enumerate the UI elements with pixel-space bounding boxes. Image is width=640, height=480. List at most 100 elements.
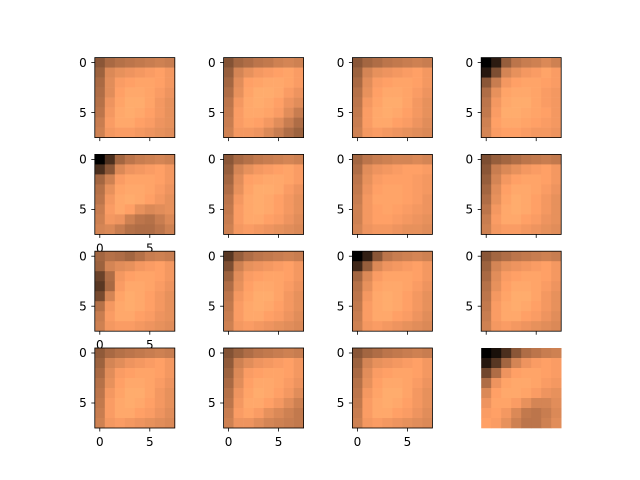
heatmap-cell [273,97,284,108]
heatmap-cell [412,97,423,108]
heatmap-cell [521,117,532,128]
heatmap-cell [233,348,244,359]
heatmap-cell [392,67,403,78]
heatmap-cell [372,97,383,108]
heatmap-cell [263,87,274,98]
heatmap-cell [422,154,433,165]
heatmap-cell [491,127,502,138]
heatmap-cell [501,194,512,205]
heatmap-cell [253,408,264,419]
heatmap-cell [104,271,116,282]
heatmap-cell [233,251,244,262]
heatmap-cell [154,107,166,118]
heatmap-cell [94,97,106,108]
heatmap-cell [223,398,234,409]
heatmap-cell [402,281,413,292]
heatmap-cell [134,348,146,359]
heatmap-cell [134,398,146,409]
heatmap-cell [223,408,234,419]
heatmap-cell [243,174,254,185]
heatmap-cell [94,311,106,322]
heatmap-cell [94,194,106,205]
heatmap-cell [243,57,254,68]
heatmap-cell [372,174,383,185]
axes-frame [223,250,305,332]
heatmap-cell [273,224,284,235]
heatmap-cell [511,97,522,108]
heatmap-cell [491,321,502,332]
heatmap-cell [481,117,492,128]
heatmap-cell [412,388,423,399]
heatmap-cell [511,368,522,379]
heatmap-cell [134,321,146,332]
heatmap-cell [114,368,126,379]
heatmap-cell [382,224,393,235]
heatmap-cell [124,117,136,128]
heatmap-cell [481,174,492,185]
heatmap-cell [481,418,492,429]
heatmap-cell [392,194,403,205]
heatmap-cell [382,418,393,429]
heatmap-cell [352,261,363,272]
heatmap-cell [124,291,136,302]
heatmap-cell [372,251,383,262]
heatmap-cell [164,117,176,128]
heatmap-cell [392,418,403,429]
heatmap-cell [531,378,542,389]
heatmap-cell [283,418,294,429]
heatmap-cell [551,398,562,409]
heatmap-cell [124,398,136,409]
heatmap-cell [382,184,393,195]
heatmap-cell [422,57,433,68]
x-tick-label: 0 [96,241,104,255]
heatmap-cell [253,127,264,138]
heatmap-cell [164,214,176,225]
heatmap-cell [233,398,244,409]
heatmap-cell [491,154,502,165]
x-tick-label: 0 [96,338,104,352]
heatmap-cell [243,408,254,419]
heatmap-cell [392,87,403,98]
heatmap-cell [124,194,136,205]
heatmap-cell [263,348,274,359]
heatmap-cell [362,174,373,185]
heatmap-cell [134,224,146,235]
heatmap-cell [481,348,492,359]
heatmap-cell [273,127,284,138]
heatmap-cell [511,77,522,88]
heatmap-cell [243,301,254,312]
heatmap-cell [501,348,512,359]
heatmap-cell [104,214,116,225]
heatmap-cell [253,184,264,195]
heatmap-cell [491,408,502,419]
heatmap-cell [551,224,562,235]
heatmap-cell [531,368,542,379]
heatmap-cell [352,87,363,98]
heatmap-cell [164,184,176,195]
heatmap-cell [283,194,294,205]
heatmap-cell [541,117,552,128]
heatmap-cell [372,408,383,419]
heatmap-cell [223,214,234,225]
heatmap-cell [551,154,562,165]
heatmap-cell [114,418,126,429]
heatmap-cell [392,127,403,138]
heatmap-cell [372,261,383,272]
heatmap-cell [293,154,304,165]
heatmap-cell [253,67,264,78]
axes-frame [94,57,176,138]
heatmap-cell [551,214,562,225]
heatmap-cell [144,77,156,88]
heatmap-cell [531,408,542,419]
heatmap-cell [273,154,284,165]
heatmap-cell [422,418,433,429]
panel-13: 0 5 0 5 [79,346,176,449]
heatmap-cell [362,57,373,68]
heatmap-cell [154,77,166,88]
heatmap-cell [253,154,264,165]
heatmap-cell [481,368,492,379]
heatmap-cell [104,117,116,128]
heatmap-cell [541,154,552,165]
heatmap-cell [293,107,304,118]
heatmap-cell [223,184,234,195]
